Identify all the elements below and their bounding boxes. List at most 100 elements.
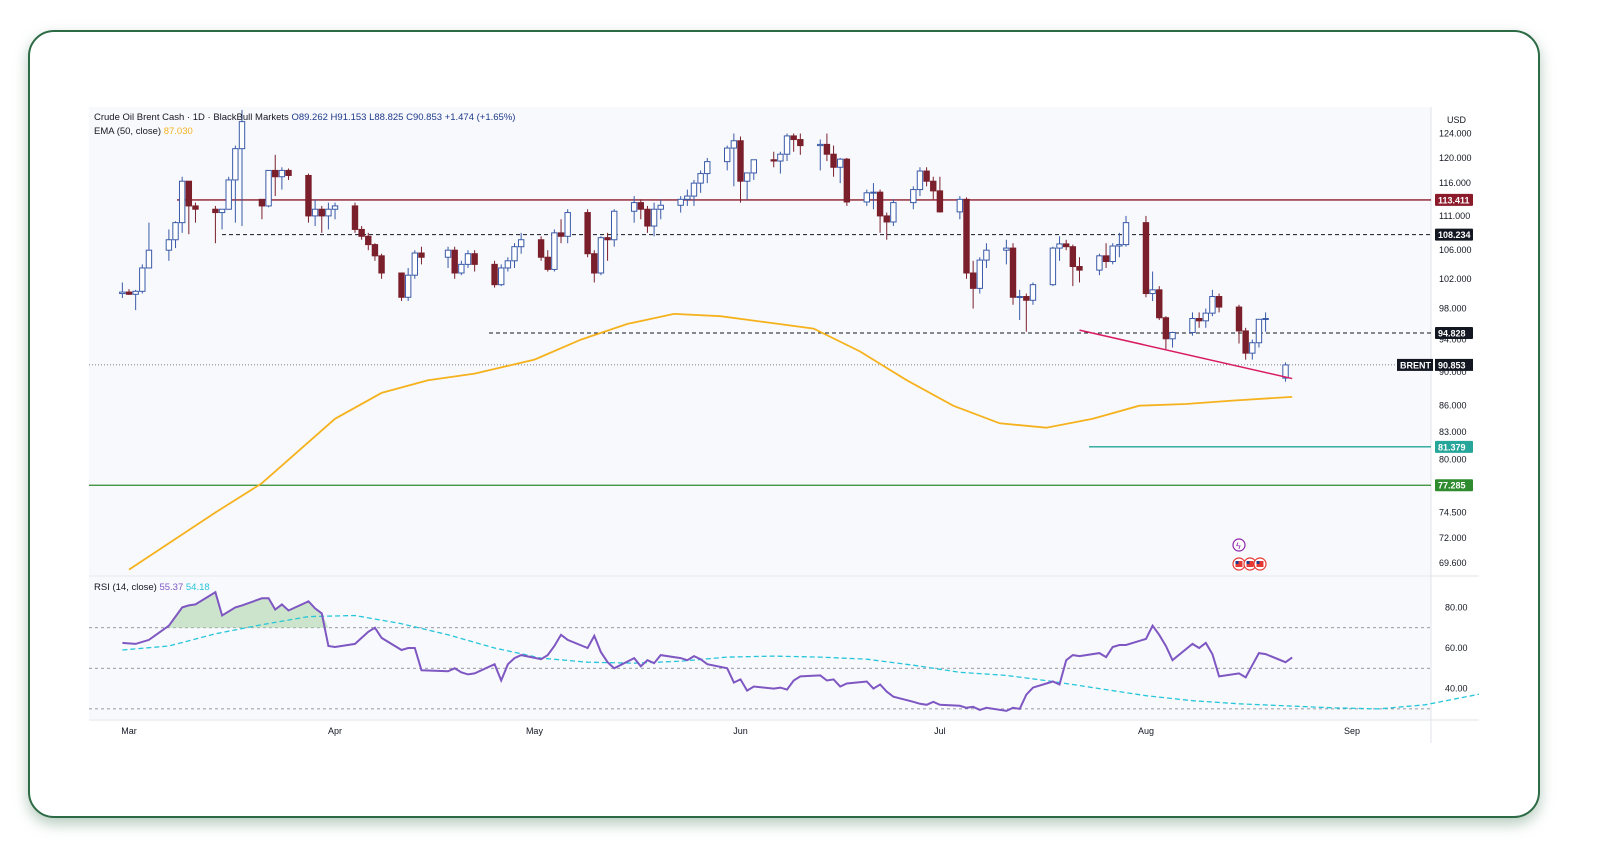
candle-down [737, 140, 744, 182]
rsi-legend: RSI (14, close) 55.37 54.18 [94, 582, 210, 593]
candle-up [411, 252, 419, 276]
candle-up [1262, 318, 1269, 321]
brent-price-chart[interactable]: USD 124.000 120.000 116.000 111.000 106.000 10… [89, 107, 1479, 743]
candle-up [677, 198, 684, 206]
price-tick-label: 86.000 [1439, 401, 1467, 411]
candle-up [265, 169, 272, 207]
candle-up [870, 191, 877, 194]
rsi-line [122, 590, 1293, 712]
candle-down [604, 237, 611, 241]
candle-up [404, 274, 412, 298]
candle-down [1156, 289, 1163, 319]
close-value: C90.853 [406, 112, 445, 123]
candle-up [730, 140, 738, 149]
level-tag-label: 94.828 [1438, 329, 1466, 339]
time-tick-label: Mar [121, 726, 137, 736]
candle-up [956, 198, 964, 213]
us-flag-stripes [1256, 561, 1264, 567]
lightning-icon-glyph: ϟ [1236, 541, 1241, 551]
candle-down [1142, 222, 1150, 295]
level-tag [1435, 440, 1473, 453]
candle-down [830, 153, 837, 168]
symbol-tag [1397, 358, 1433, 371]
candle-up [232, 148, 239, 181]
price-tick-label: 69.600 [1439, 558, 1467, 568]
candle-up [983, 249, 990, 261]
us-flag-stripes [1235, 561, 1243, 567]
candle-down [969, 272, 977, 289]
candle-up [630, 202, 638, 212]
candle-up [504, 260, 512, 269]
rsi-pane [89, 577, 1431, 719]
rsi-overbought-fill [168, 592, 329, 628]
lightning-icon[interactable] [1232, 538, 1246, 552]
candle-down [371, 244, 379, 257]
ema-value: 87.030 [164, 126, 193, 137]
candle-up [551, 232, 558, 270]
candle-down [1009, 247, 1017, 298]
candle-down [351, 205, 359, 230]
candle-up [145, 249, 153, 269]
candle-down [823, 143, 831, 155]
candle-down [644, 208, 651, 227]
candle-up [704, 161, 711, 175]
price-tick-label: 74.500 [1439, 508, 1467, 518]
candle-up [1003, 247, 1010, 251]
rsi-tick-label: 80.00 [1445, 602, 1468, 612]
candle-up [1282, 364, 1289, 379]
candle-down [1023, 296, 1030, 301]
candle-down [1062, 243, 1070, 248]
candle-up [458, 263, 465, 274]
level-tag [1435, 479, 1473, 492]
price-tick-label: 120.000 [1439, 153, 1472, 163]
candle-down [318, 208, 325, 217]
candle-down [930, 180, 937, 192]
candle-up [750, 159, 757, 174]
candle-up [119, 291, 126, 295]
time-tick-label: Jun [733, 726, 748, 736]
candle-up [1029, 284, 1037, 301]
level-tag [1435, 228, 1473, 241]
candle-up [178, 180, 186, 224]
rsi-label: RSI (14, close) [94, 582, 159, 593]
candle-up [1249, 342, 1256, 354]
candle-up [311, 208, 319, 217]
price-tick-label: 102.000 [1439, 274, 1472, 284]
level-tag-label: 108.234 [1438, 230, 1471, 240]
candle-down [398, 272, 405, 298]
open-value: O89.262 [291, 112, 330, 123]
price-tick-label: 98.000 [1439, 304, 1467, 314]
candle-down [418, 252, 425, 258]
last-price-tag [1435, 358, 1473, 371]
time-tick-label: Jul [934, 726, 946, 736]
candle-down [923, 170, 930, 182]
candle-up [132, 290, 139, 295]
candle-down [285, 169, 292, 176]
candle-up [650, 208, 658, 227]
us-flag-stripes [1246, 561, 1254, 567]
candle-up [657, 204, 664, 210]
candle-up [611, 210, 618, 241]
candle-up [1122, 222, 1130, 246]
candle-up [1169, 331, 1176, 340]
candle-down [1069, 246, 1077, 268]
candle-down [185, 180, 193, 207]
high-value: H91.153 [331, 112, 370, 123]
ema-legend: EMA (50, close) 87.030 [94, 126, 193, 137]
level-tag-label: 81.379 [1438, 442, 1466, 452]
price-tick-label: 83.000 [1439, 427, 1467, 437]
candle-up [817, 143, 824, 147]
price-tick-label: 106.000 [1439, 245, 1472, 255]
candle-up [331, 205, 339, 210]
candle-down [544, 256, 551, 270]
candle-down [936, 190, 944, 213]
candle-up [684, 195, 691, 200]
candle-up [511, 246, 518, 262]
symbol-title: Crude Oil Brent Cash · 1D · BlackBull Ma… [94, 112, 291, 123]
price-tick-label: 72.000 [1439, 533, 1467, 543]
low-value: L88.825 [369, 112, 406, 123]
chart-container: USD 124.000 120.000 116.000 111.000 106.000 10… [89, 107, 1479, 743]
candle-down [358, 228, 365, 237]
time-tick-label: May [526, 726, 544, 736]
candle-down [843, 158, 851, 203]
